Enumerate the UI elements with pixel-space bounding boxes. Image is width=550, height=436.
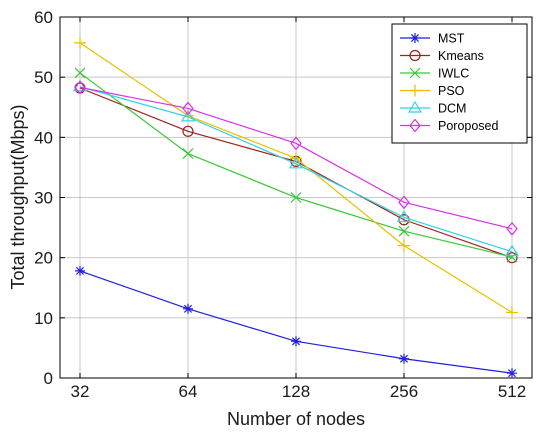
data-point (409, 49, 421, 62)
y-axis-label: Total throughput(Mbps) (8, 104, 28, 289)
data-point (507, 368, 517, 379)
series-line (79, 86, 513, 253)
data-point (74, 36, 86, 49)
data-point (183, 303, 193, 314)
legend-item: Poroposed (400, 118, 499, 133)
series-layer (72, 36, 520, 379)
y-tick-label: 50 (34, 68, 53, 87)
series-iwlc (74, 67, 518, 263)
data-point (74, 67, 86, 79)
legend-label: PSO (438, 84, 465, 98)
y-tick-label: 60 (34, 8, 53, 27)
data-point (398, 239, 410, 252)
series-mst (75, 265, 517, 379)
data-point (182, 148, 194, 160)
legend-box (391, 23, 528, 144)
legend-item: PSO (400, 84, 465, 98)
data-point (504, 244, 520, 257)
x-tick-labels: 32 64 128 256 512 (71, 382, 527, 401)
data-point (396, 210, 412, 222)
legend: MST Kmeans IWLC PSO DCM Poroposed (391, 23, 528, 144)
data-point (398, 195, 410, 210)
y-tick-label: 10 (34, 309, 53, 328)
plot-frame (59, 16, 533, 379)
data-point (182, 101, 194, 116)
x-tick-label: 64 (179, 382, 198, 401)
data-point (506, 251, 518, 263)
data-point (506, 252, 518, 264)
data-point (506, 221, 518, 236)
legend-label: DCM (438, 102, 466, 116)
data-point (506, 306, 518, 319)
data-point (410, 33, 420, 43)
data-point (398, 225, 410, 237)
x-tick-label: 256 (390, 382, 418, 401)
series-dcm (72, 79, 520, 257)
data-point (290, 192, 302, 203)
data-point (409, 84, 421, 97)
x-tick-label: 512 (498, 382, 526, 401)
x-tick-label: 32 (71, 382, 90, 401)
data-point (288, 156, 304, 169)
data-point (74, 80, 86, 95)
data-point (290, 136, 302, 151)
data-point (399, 353, 409, 364)
data-point (291, 336, 301, 347)
data-point (182, 125, 194, 137)
legend-label: MST (438, 32, 465, 46)
data-point (407, 100, 423, 113)
legend-item: Kmeans (400, 49, 484, 63)
legend-item: MST (400, 32, 465, 46)
data-point (75, 265, 85, 276)
data-point (409, 67, 421, 79)
x-axis-label: Number of nodes (227, 409, 365, 429)
data-point (180, 109, 196, 122)
series-line (79, 86, 513, 230)
legend-item: DCM (400, 100, 466, 116)
series-poroposed (74, 80, 518, 236)
y-tick-label: 0 (44, 369, 53, 388)
x-tick-label: 128 (282, 382, 310, 401)
legend-label: Kmeans (438, 49, 484, 63)
legend-label: Poroposed (438, 119, 499, 133)
data-point (409, 118, 421, 133)
y-tick-label: 30 (34, 189, 53, 208)
y-tick-labels: 0 10 20 30 40 50 60 (34, 8, 53, 388)
legend-label: IWLC (438, 67, 469, 81)
y-tick-label: 40 (34, 128, 53, 147)
legend-item: IWLC (400, 67, 469, 81)
y-tick-label: 20 (34, 249, 53, 268)
